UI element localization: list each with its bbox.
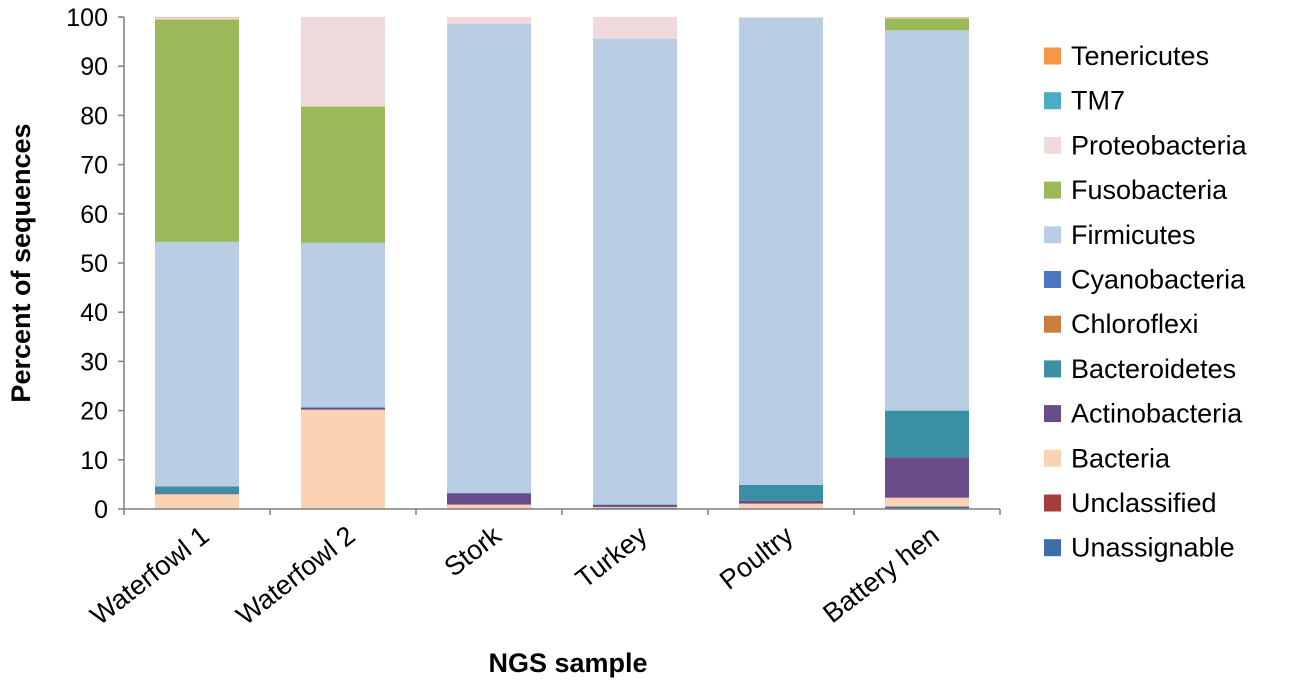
x-axis-label: NGS sample (488, 648, 647, 678)
legend-label: Cyanobacteria (1071, 265, 1246, 295)
x-tick-label: Waterfowl 2 (231, 520, 361, 631)
legend-swatch (1044, 449, 1061, 467)
y-tick-label: 60 (80, 201, 108, 229)
bar-segment-fusobacteria (301, 106, 385, 243)
legend-label: Bacteria (1071, 443, 1171, 473)
legend-label: Tenericutes (1071, 41, 1209, 71)
y-tick-label: 50 (80, 250, 108, 278)
bar-segment-actinobacteria (155, 493, 239, 495)
bar-segment-actinobacteria (885, 457, 969, 498)
legend-label: Unassignable (1071, 533, 1235, 563)
legend-label: Proteobacteria (1071, 130, 1248, 160)
y-tick-label: 40 (80, 299, 108, 327)
bar-segment-bacteroidetes (739, 484, 823, 501)
legend-label: Fusobacteria (1071, 175, 1228, 205)
bar-segment-firmicutes (155, 241, 239, 487)
bar-segment-actinobacteria (447, 493, 531, 505)
bar-segment-bacteria (739, 503, 823, 509)
bar-segment-fusobacteria (155, 19, 239, 242)
bar-segment-fusobacteria (885, 18, 969, 31)
y-axis-label: Percent of sequences (6, 123, 36, 402)
legend-swatch (1044, 181, 1061, 199)
legend-swatch (1044, 47, 1061, 65)
bar-segment-firmicutes (885, 30, 969, 411)
legend-swatch (1044, 136, 1061, 154)
legend-swatch (1044, 360, 1061, 378)
y-tick-label: 0 (94, 496, 108, 524)
x-tick-label: Waterfowl 1 (85, 520, 215, 631)
x-tick-label: Battery hen (817, 520, 944, 629)
y-tick-label: 90 (80, 53, 108, 81)
legend-swatch (1044, 226, 1061, 244)
bar-segment-firmicutes (301, 242, 385, 408)
y-tick-label: 70 (80, 152, 108, 180)
legend-label: TM7 (1071, 86, 1125, 116)
bar-segment-proteobacteria (155, 17, 239, 20)
bar-segment-bacteria (447, 504, 531, 509)
legend-label: Firmicutes (1071, 220, 1196, 250)
y-tick-label: 80 (80, 102, 108, 130)
y-tick-label: 20 (80, 398, 108, 426)
bar-segment-bacteria (885, 497, 969, 507)
bar-segment-unassignable (885, 506, 969, 509)
bar-segment-bacteria (155, 494, 239, 509)
legend: Tenericutes TM7 Proteobacteria Fusobacteria… (1044, 41, 1248, 563)
legend-label: Actinobacteria (1071, 399, 1243, 429)
y-tick-label: 30 (80, 348, 108, 376)
bar-segment-firmicutes (739, 17, 823, 485)
bar-segment-actinobacteria (593, 505, 677, 508)
bar-segment-actinobacteria (739, 500, 823, 504)
x-tick-label: Poultry (714, 520, 799, 596)
bar-segment-bacteria (593, 507, 677, 509)
legend-swatch (1044, 405, 1061, 423)
bar-segment-bacteroidetes (155, 486, 239, 494)
bar-segment-bacteria (301, 409, 385, 509)
bar-segment-firmicutes (447, 23, 531, 493)
x-tick-label: Stork (439, 520, 508, 583)
y-tick-label: 10 (80, 447, 108, 475)
bar-segment-proteobacteria (739, 17, 823, 18)
y-tick-label: 100 (66, 4, 108, 32)
legend-swatch (1044, 494, 1061, 512)
legend-label: Bacteroidetes (1071, 354, 1236, 384)
bars-group (155, 17, 969, 509)
legend-swatch (1044, 271, 1061, 288)
legend-swatch (1044, 539, 1061, 557)
bar-segment-bacteroidetes (885, 410, 969, 458)
legend-swatch (1044, 92, 1061, 110)
bar-segment-proteobacteria (593, 17, 677, 39)
bar-segment-proteobacteria (447, 17, 531, 24)
x-tick-label: Turkey (570, 520, 653, 594)
legend-swatch (1044, 315, 1061, 333)
legend-label: Unclassified (1071, 488, 1217, 518)
bar-segment-firmicutes (593, 38, 677, 505)
bar-segment-proteobacteria (885, 17, 969, 19)
bar-segment-actinobacteria (301, 407, 385, 410)
legend-label: Chloroflexi (1071, 309, 1199, 339)
bar-segment-proteobacteria (301, 17, 385, 107)
